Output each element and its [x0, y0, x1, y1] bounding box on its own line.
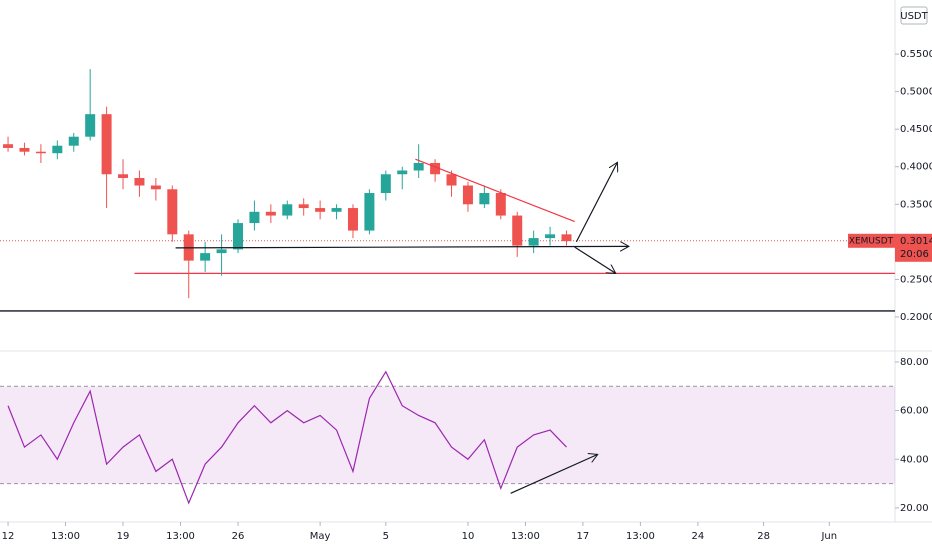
- symbol-label: XEMUSDT: [849, 236, 894, 246]
- rsi-line: [7, 370, 567, 505]
- candle-body: [528, 238, 539, 246]
- candle-body: [265, 211, 276, 216]
- x-tick-label: 28: [757, 531, 770, 542]
- candle-body: [118, 174, 129, 179]
- rsi-band: [0, 386, 895, 484]
- rsi-tick-label: 80.00: [900, 357, 929, 368]
- x-tick-label: 13:00: [51, 531, 80, 542]
- y-tick-label: 0.2500: [900, 274, 932, 285]
- y-tick-label: 0.5500: [900, 49, 932, 60]
- y-tick-label: 0.3500: [900, 199, 932, 210]
- rsi-tick-label: 60.00: [900, 406, 929, 417]
- x-tick-label: Jun: [820, 531, 837, 542]
- candle-body: [3, 144, 14, 148]
- candle-body: [413, 162, 424, 171]
- x-tick-label: 13:00: [166, 531, 195, 542]
- trendline: [575, 162, 617, 243]
- candle-body: [19, 147, 30, 152]
- rsi-tick-label: 20.00: [900, 503, 929, 514]
- x-tick-label: 10: [462, 531, 475, 542]
- trendline: [510, 454, 598, 494]
- candle-body: [101, 114, 112, 175]
- trendline: [175, 246, 629, 248]
- candle-body: [150, 185, 161, 190]
- candle-body: [249, 211, 260, 224]
- candle-body: [85, 114, 96, 137]
- candle-body: [331, 208, 342, 212]
- last-price-label: 0.3014: [900, 236, 932, 247]
- x-tick-label: 13:00: [511, 531, 540, 542]
- candle-body: [430, 162, 441, 175]
- candle-body: [561, 234, 572, 242]
- x-tick-label: 13:00: [626, 531, 655, 542]
- candle-body: [364, 193, 375, 231]
- y-tick-label: 0.4500: [900, 124, 932, 135]
- candle-body: [397, 170, 408, 175]
- currency-box[interactable]: [900, 6, 928, 25]
- x-tick-label: 19: [117, 531, 130, 542]
- x-tick-label: 24: [692, 531, 705, 542]
- candle-body: [495, 193, 506, 216]
- candle-body: [512, 215, 523, 246]
- y-tick-label: 0.2000: [900, 312, 932, 323]
- candle-body: [68, 136, 79, 146]
- x-tick-label: 26: [232, 531, 245, 542]
- trendline: [415, 158, 575, 223]
- candle-body: [298, 204, 309, 209]
- countdown: 20:06: [900, 249, 929, 260]
- x-tick-label: 5: [383, 531, 389, 542]
- trendline: [574, 246, 616, 273]
- currency: USDT: [900, 11, 928, 22]
- candle-body: [232, 223, 243, 250]
- candle-body: [282, 204, 293, 216]
- candle-body: [52, 145, 63, 154]
- symbol-box: [848, 233, 895, 248]
- candle-body: [216, 249, 227, 254]
- candle-body: [134, 178, 145, 186]
- candle-body: [347, 208, 358, 231]
- candle-body: [446, 174, 457, 186]
- y-tick-label: 0.5000: [900, 87, 932, 98]
- price-box: [895, 233, 932, 262]
- candle-body: [479, 193, 490, 205]
- candle-body: [545, 234, 556, 239]
- candle-body: [200, 253, 211, 261]
- x-tick-label: 12: [2, 531, 15, 542]
- candle-body: [315, 208, 326, 212]
- y-tick-label: 0.4000: [900, 162, 932, 173]
- candle-body: [35, 151, 46, 154]
- candle-body: [462, 185, 473, 205]
- rsi-tick-label: 40.00: [900, 454, 929, 465]
- x-tick-label: 17: [577, 531, 590, 542]
- x-tick-label: May: [310, 531, 331, 542]
- candle-body: [167, 189, 178, 235]
- candle-body: [380, 174, 391, 194]
